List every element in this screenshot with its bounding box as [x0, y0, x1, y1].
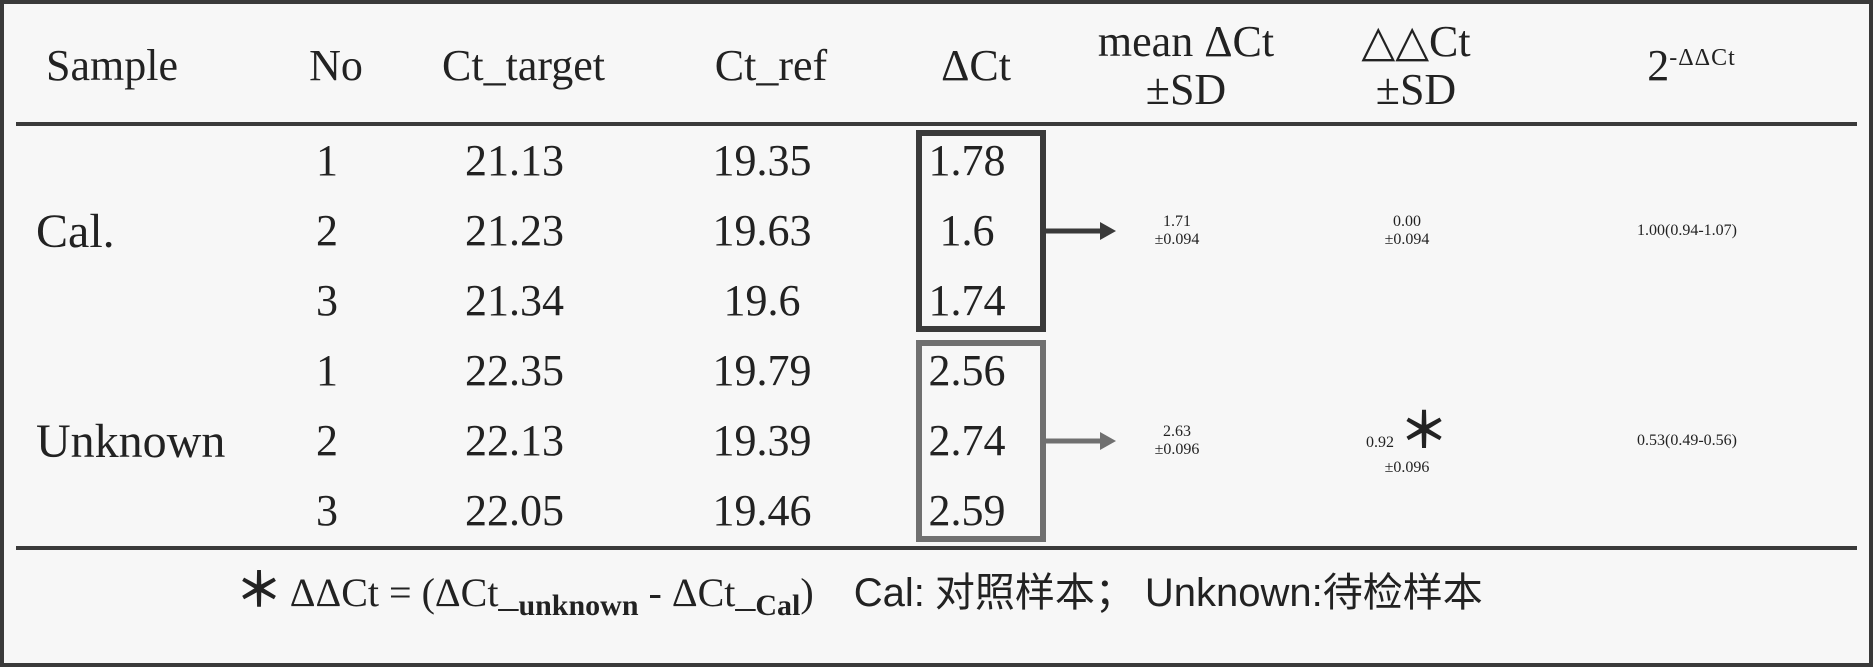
cell-ct-target: 21.34 [382, 276, 647, 327]
formula-prefix: ΔΔCt = (ΔCt_ [290, 570, 519, 615]
ddct-label: △△Ct [1361, 18, 1470, 66]
sample-label: Unknown [16, 336, 272, 546]
footnote-cal: Cal: 对照样本； Unknown:待检样本 [854, 560, 1483, 618]
cell-no: 2 [272, 416, 382, 467]
cell-ct-target: 22.13 [382, 416, 647, 467]
unknown-label: Unknown: [1145, 571, 1323, 615]
cal-text: 对照样本； [935, 570, 1135, 615]
col-header-fold: 2-ΔΔCt [1526, 41, 1857, 92]
cell-ct-ref: 19.63 [647, 206, 877, 257]
cell-ct-target: 22.35 [382, 346, 647, 397]
cell-ct-ref: 19.46 [647, 486, 877, 537]
ddct-sd-label: ±SD [1376, 66, 1456, 114]
col-header-sample: Sample [16, 41, 281, 92]
table-header: Sample No Ct_target Ct_ref ΔCt mean ΔCt … [16, 10, 1857, 126]
cell-ct-target: 22.05 [382, 486, 647, 537]
cell-ct-ref: 19.79 [647, 346, 877, 397]
ddct-table: Sample No Ct_target Ct_ref ΔCt mean ΔCt … [0, 0, 1873, 667]
delta-ct-highlight-box [916, 130, 1046, 332]
mean-dct-label: mean ΔCt [1098, 18, 1274, 66]
col-header-no: No [281, 41, 391, 92]
cell-no: 3 [272, 276, 382, 327]
delta-ct-highlight-box [916, 340, 1046, 542]
group-summary: 1.71±0.0940.00±0.0941.00(0.94-1.07) [1057, 126, 1857, 336]
cell-ct-ref: 19.6 [647, 276, 877, 327]
unknown-text: 待检样本 [1323, 570, 1483, 615]
fold-base: 2 [1647, 41, 1669, 90]
cell-no: 1 [272, 346, 382, 397]
cell-no: 1 [272, 136, 382, 187]
fold-exponent: -ΔΔCt [1669, 45, 1736, 71]
cal-label: Cal: [854, 571, 925, 615]
table-footnote: ＊ ΔΔCt = (ΔCt_unknown - ΔCt_Cal) Cal: 对照… [16, 546, 1857, 623]
star-icon: ＊ [236, 565, 282, 616]
significance-star-icon: ＊ [1394, 405, 1448, 458]
footnote-formula: ＊ ΔΔCt = (ΔCt_unknown - ΔCt_Cal) [236, 554, 814, 623]
table-body: Cal.121.1319.351.78221.2319.631.6321.341… [16, 126, 1857, 546]
cell-no: 2 [272, 206, 382, 257]
cell-fold-change: 0.53(0.49-0.56) [1517, 336, 1857, 546]
formula-suffix: ) [800, 570, 813, 615]
col-header-ddct: △△Ct ±SD [1306, 18, 1526, 115]
sample-group: Unknown122.3519.792.56222.1319.392.74322… [16, 336, 1857, 546]
cell-ct-target: 21.13 [382, 136, 647, 187]
cell-ct-ref: 19.39 [647, 416, 877, 467]
formula-sub-cal: Cal [755, 589, 800, 622]
cell-fold-change: 1.00(0.94-1.07) [1517, 126, 1857, 336]
cell-ddct: 0.00±0.094 [1297, 126, 1517, 336]
col-header-mean-dct: mean ΔCt ±SD [1066, 18, 1306, 115]
col-header-delta-ct: ΔCt [886, 41, 1066, 92]
col-header-ct-target: Ct_target [391, 41, 656, 92]
group-summary: 2.63±0.0960.92＊±0.0960.53(0.49-0.56) [1057, 336, 1857, 546]
mean-dct-sd-label: ±SD [1146, 66, 1226, 114]
formula-sub-unknown: unknown [518, 589, 638, 622]
cell-ct-ref: 19.35 [647, 136, 877, 187]
sample-group: Cal.121.1319.351.78221.2319.631.6321.341… [16, 126, 1857, 336]
cell-ddct: 0.92＊±0.096 [1297, 336, 1517, 546]
col-header-ct-ref: Ct_ref [656, 41, 886, 92]
sample-label: Cal. [16, 126, 272, 336]
cell-no: 3 [272, 486, 382, 537]
formula-mid: - ΔCt_ [639, 570, 756, 615]
cell-ct-target: 21.23 [382, 206, 647, 257]
